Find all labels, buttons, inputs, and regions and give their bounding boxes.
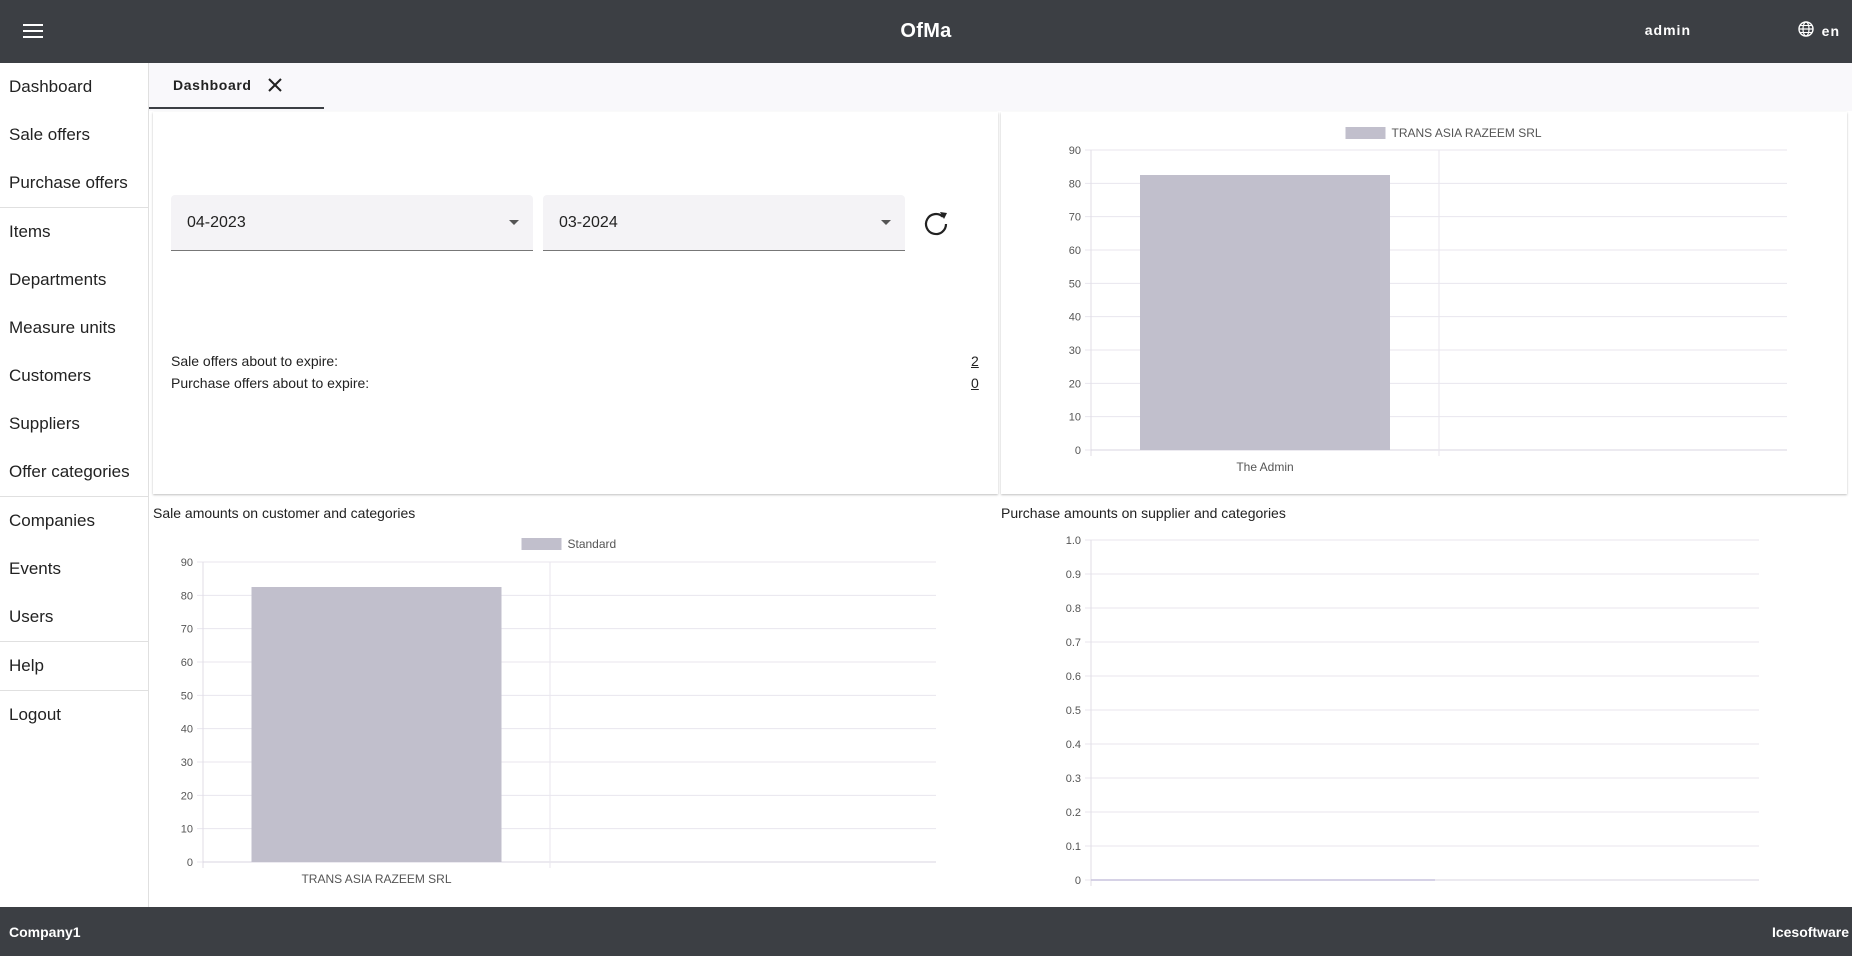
legend-label: TRANS ASIA RAZEEM SRL xyxy=(1392,126,1542,140)
y-tick-label: 10 xyxy=(181,824,193,836)
language-code: en xyxy=(1821,22,1840,39)
y-tick-label: 0.4 xyxy=(1066,739,1081,751)
purchase-chart-card xyxy=(1001,525,1847,905)
sidebar-item-customers[interactable]: Customers xyxy=(9,366,92,385)
y-tick-label: 80 xyxy=(181,590,193,602)
user-menu[interactable]: admin xyxy=(1644,22,1691,38)
sidebar-item-measure-units[interactable]: Measure units xyxy=(9,318,116,337)
sidebar-item-purchase-offers[interactable]: Purchase offers xyxy=(9,173,128,192)
close-icon[interactable] xyxy=(267,78,282,92)
sidebar-item-offer-categories[interactable]: Offer categories xyxy=(9,462,130,481)
y-tick-label: 50 xyxy=(1069,278,1081,290)
purchase-chart-title: Purchase amounts on supplier and categor… xyxy=(1001,505,1286,521)
purchase-expire-count-link[interactable]: 0 xyxy=(971,375,979,391)
language-selector[interactable]: en xyxy=(1797,21,1840,40)
nav-divider xyxy=(0,690,148,691)
nav-divider xyxy=(0,496,148,497)
y-tick-label: 40 xyxy=(1069,312,1081,324)
y-tick-label: 0.5 xyxy=(1066,705,1081,717)
y-tick-label: 90 xyxy=(1069,145,1081,157)
sidebar-item-companies[interactable]: Companies xyxy=(9,511,95,530)
nav-divider xyxy=(0,641,148,642)
y-tick-label: 0.2 xyxy=(1066,807,1081,819)
menu-icon[interactable] xyxy=(16,16,50,46)
purchase-chart: 0 0.1 0.2 0.3 0.4 0.5 0.6 0.7 0.8 0.9 1.0 xyxy=(1066,535,1759,887)
sidebar-item-items[interactable]: Items xyxy=(9,222,51,241)
y-tick-label: 80 xyxy=(1069,178,1081,190)
y-tick-label: 30 xyxy=(1069,345,1081,357)
dropdown-arrow-icon xyxy=(881,220,891,225)
bar xyxy=(251,587,502,862)
legend-swatch xyxy=(1345,127,1386,139)
to-month-value: 03-2024 xyxy=(559,214,618,231)
to-month-select[interactable]: 03-2024 xyxy=(543,195,905,251)
sidebar-item-suppliers[interactable]: Suppliers xyxy=(9,414,80,433)
y-tick-label: 50 xyxy=(181,690,193,702)
y-tick-label: 0.9 xyxy=(1066,569,1081,581)
x-tick-label: The Admin xyxy=(1236,460,1293,474)
y-tick-label: 0 xyxy=(1075,875,1081,887)
y-tick-label: 70 xyxy=(181,624,193,636)
sale-chart: 0 10 20 30 40 50 60 70 80 90 TRANS ASIA RAZEEM SRL… xyxy=(181,537,936,886)
sidebar-item-users[interactable]: Users xyxy=(9,607,54,626)
y-tick-label: 0.1 xyxy=(1066,841,1081,853)
filters-card xyxy=(153,112,998,494)
y-tick-label: 20 xyxy=(181,790,193,802)
y-tick-label: 0 xyxy=(1075,445,1081,457)
y-tick-label: 20 xyxy=(1069,378,1081,390)
tab-bar: Dashboard xyxy=(149,63,1852,111)
legend-label: Standard xyxy=(568,537,617,551)
tab-dashboard[interactable]: Dashboard xyxy=(149,63,324,109)
sidebar-item-sale-offers[interactable]: Sale offers xyxy=(9,125,90,144)
sale-expire-count-link[interactable]: 2 xyxy=(971,353,979,369)
app-title: OfMa xyxy=(900,20,952,42)
bar xyxy=(1140,175,1390,450)
y-tick-label: 90 xyxy=(181,557,193,569)
globe-icon xyxy=(1797,21,1814,40)
dropdown-arrow-icon xyxy=(509,220,519,225)
sidebar-item-logout[interactable]: Logout xyxy=(9,705,61,724)
footer-company: Company1 xyxy=(9,924,81,940)
sale-chart-title: Sale amounts on customer and categories xyxy=(153,505,416,521)
user-chart: 0 10 20 30 40 50 60 70 80 90 The Admin TRANS ASIA R… xyxy=(1069,126,1787,474)
y-tick-label: 10 xyxy=(1069,412,1081,424)
sidebar-item-events[interactable]: Events xyxy=(9,559,61,578)
sidebar-item-departments[interactable]: Departments xyxy=(9,270,107,289)
refresh-icon[interactable] xyxy=(920,208,952,240)
y-tick-label: 60 xyxy=(1069,245,1081,257)
y-tick-label: 70 xyxy=(1069,212,1081,224)
from-month-select[interactable]: 04-2023 xyxy=(171,195,533,251)
sidebar-nav: Dashboard Sale offers Purchase offers It… xyxy=(0,63,149,907)
purchase-expire-label: Purchase offers about to expire: xyxy=(171,375,370,391)
x-tick-label: TRANS ASIA RAZEEM SRL xyxy=(301,872,451,886)
top-app-bar: OfMa admin en xyxy=(0,0,1852,63)
y-tick-label: 1.0 xyxy=(1066,535,1081,547)
nav-divider xyxy=(0,207,148,208)
y-tick-label: 0.7 xyxy=(1066,637,1081,649)
sidebar-item-dashboard[interactable]: Dashboard xyxy=(9,77,93,96)
sale-expire-label: Sale offers about to expire: xyxy=(171,353,339,369)
y-tick-label: 0.6 xyxy=(1066,671,1081,683)
from-month-value: 04-2023 xyxy=(187,214,246,231)
legend-swatch xyxy=(521,538,562,550)
footer: Company1 Icesoftware xyxy=(0,907,1852,956)
y-tick-label: 40 xyxy=(181,724,193,736)
tab-label: Dashboard xyxy=(173,77,252,93)
y-tick-label: 60 xyxy=(181,657,193,669)
y-tick-label: 0.3 xyxy=(1066,773,1081,785)
sidebar-item-help[interactable]: Help xyxy=(9,656,44,675)
y-tick-label: 0.8 xyxy=(1066,603,1081,615)
y-tick-label: 30 xyxy=(181,757,193,769)
y-tick-label: 0 xyxy=(187,857,193,869)
footer-vendor: Icesoftware xyxy=(1771,924,1849,940)
